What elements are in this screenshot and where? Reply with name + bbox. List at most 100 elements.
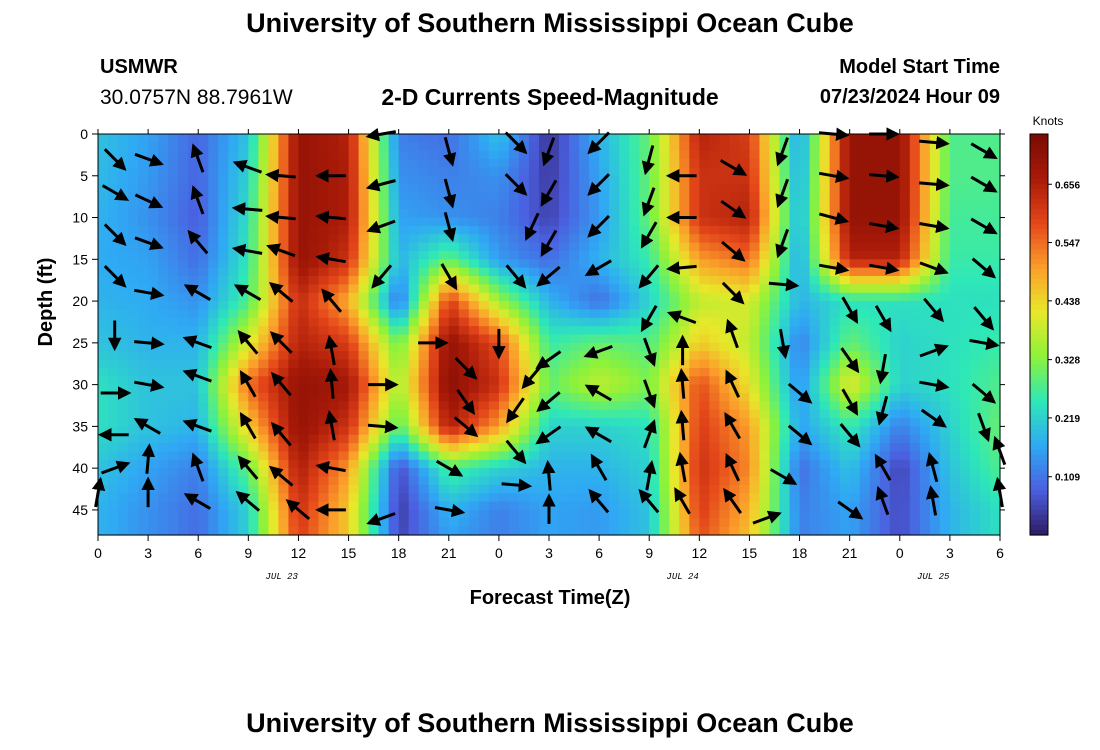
heatmap-cell [749,167,761,177]
heatmap-cell [338,493,350,503]
heatmap-cell [158,225,169,235]
heatmap-cell [769,409,781,419]
heatmap-cell [849,476,861,486]
heatmap-cell [138,200,149,210]
heatmap-cell [909,309,921,319]
heatmap-cell [278,167,290,177]
heatmap-cell [418,434,430,444]
heatmap-cell [488,409,500,419]
heatmap-cell [498,493,510,503]
heatmap-cell [619,276,630,285]
heatmap-cell [979,276,991,285]
heatmap-cell [238,509,249,519]
heatmap-cell [869,392,881,402]
heatmap-cell [278,192,290,202]
colorbar-swatch [1030,394,1048,401]
heatmap-cell [208,259,219,269]
heatmap-cell [108,184,119,194]
heatmap-cell [158,401,169,411]
heatmap-cell [248,267,259,277]
heatmap-cell [188,401,199,411]
heatmap-cell [398,518,410,528]
heatmap-cell [188,434,199,444]
heatmap-cell [498,250,510,260]
heatmap-cell [538,209,550,219]
heatmap-cell [689,134,700,143]
current-vector [443,178,457,209]
heatmap-cell [118,509,129,519]
heatmap-cell [98,493,109,503]
heatmap-cell [138,334,149,344]
heatmap-cell [909,418,921,427]
heatmap-cell [979,192,991,202]
heatmap-cell [348,284,360,294]
current-vector [367,419,399,434]
heatmap-cell [228,418,239,427]
heatmap-cell [498,409,510,419]
heatmap-cell [929,234,941,244]
heatmap-cell [639,301,650,311]
heatmap-cell [739,518,751,528]
heatmap-cell [769,526,781,536]
heatmap-cell [769,159,781,169]
heatmap-cell [448,292,460,302]
heatmap-cell [789,267,801,277]
heatmap-cell [679,317,690,327]
heatmap-cell [298,292,310,302]
heatmap-cell [268,476,279,486]
heatmap-cell [889,250,901,260]
heatmap-cell [949,384,961,394]
heatmap-cell [228,376,239,386]
heatmap-cell [699,267,710,277]
heatmap-cell [288,334,300,344]
y-tick-label: 15 [72,251,88,267]
heatmap-cell [428,159,440,169]
heatmap-cell [448,301,460,311]
heatmap-cell [278,392,290,402]
colorbar-label: 0.547 [1055,239,1080,250]
heatmap-cell [829,518,841,528]
heatmap-cell [699,476,710,486]
heatmap-cell [318,326,330,336]
heatmap-cell [909,184,921,194]
heatmap-cell [959,150,971,160]
station-coordinates: 30.0757N 88.7961W [100,86,293,109]
current-vector [919,261,949,276]
heatmap-cell [308,451,320,461]
heatmap-cell [549,476,560,486]
heatmap-cell [609,192,620,202]
heatmap-cell [669,342,680,352]
current-vector [775,178,790,209]
heatmap-cell [408,150,420,160]
heatmap-cell [909,250,921,260]
heatmap-cell [669,426,680,436]
heatmap-cell [759,217,771,227]
heatmap-cell [468,209,480,219]
current-vector [232,159,263,174]
heatmap-cell [849,200,861,210]
heatmap-cell [238,518,249,528]
heatmap-cell [528,426,540,436]
heatmap-cell [248,334,259,344]
heatmap-cell [659,276,670,285]
heatmap-cell [118,493,129,503]
heatmap-cell [589,317,600,327]
heatmap-cell [388,468,400,478]
heatmap-cell [368,159,380,169]
heatmap-cell [368,493,380,503]
heatmap-cell [238,267,249,277]
heatmap-cell [929,434,941,444]
current-vector [237,455,259,480]
heatmap-cell [118,359,129,369]
heatmap-cell [569,359,580,369]
heatmap-cell [108,209,119,219]
heatmap-cell [729,367,741,377]
heatmap-cell [258,242,269,252]
heatmap-cell [388,225,400,235]
heatmap-cell [528,384,540,394]
heatmap-cell [198,184,209,194]
heatmap-cell [168,192,179,202]
heatmap-cell [989,284,1001,294]
heatmap-cell [819,459,831,469]
heatmap-cell [538,175,550,185]
